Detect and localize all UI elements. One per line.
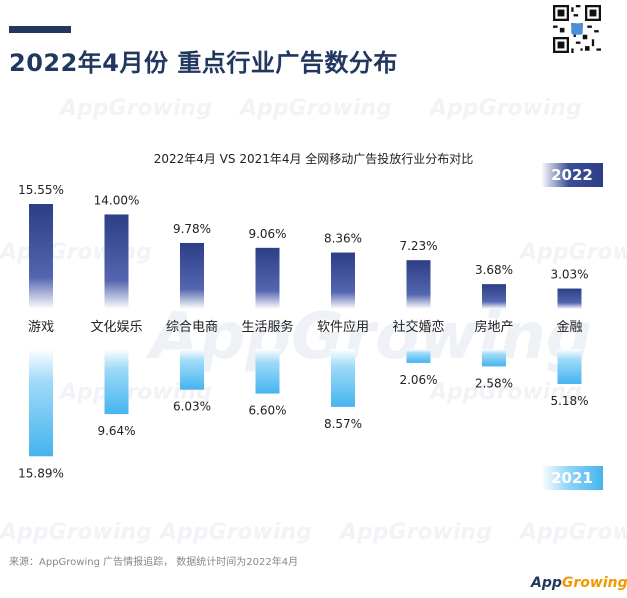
logo-accent: Growing xyxy=(561,575,627,591)
page-title: 2022年4月份 重点行业广告数分布 xyxy=(9,49,398,77)
label-2022-6: 3.68% xyxy=(475,263,513,277)
label-2022-3: 9.06% xyxy=(248,227,286,241)
bar-2022-1 xyxy=(104,214,129,309)
watermark: AppGrowing xyxy=(520,520,627,545)
legend-2022: 2022 xyxy=(541,163,603,187)
bar-2021-5 xyxy=(406,349,431,363)
chart-title: 2022年4月 VS 2021年4月 全网移动广告投放行业分布对比 xyxy=(153,152,474,166)
logo-main: App xyxy=(531,575,562,591)
bar-2022-7 xyxy=(557,288,582,309)
label-2021-1: 9.64% xyxy=(97,424,135,438)
bar-2022-0 xyxy=(29,204,53,309)
bar-2021-2 xyxy=(180,349,204,390)
label-2021-2: 6.03% xyxy=(173,400,211,414)
watermark: AppGrowing xyxy=(240,96,392,121)
watermark: AppGrowing xyxy=(430,96,582,121)
watermark: AppGrowing xyxy=(150,300,592,374)
label-2022-5: 7.23% xyxy=(399,239,437,253)
watermark: AppGrowing xyxy=(430,380,582,405)
title-accent-bar xyxy=(9,26,71,33)
label-2021-5: 2.06% xyxy=(399,373,437,387)
label-2021-6: 2.58% xyxy=(475,376,513,390)
category-label-1: 文化娱乐 xyxy=(90,320,142,335)
legend-2021: 2021 xyxy=(541,466,603,490)
label-2021-3: 6.60% xyxy=(248,404,286,418)
category-label-0: 游戏 xyxy=(28,320,54,335)
label-2021-0: 15.89% xyxy=(18,466,64,480)
source-note: 来源：AppGrowing 广告情报追踪， 数据统计时间为2022年4月 xyxy=(9,557,299,568)
label-2022-0: 15.55% xyxy=(18,183,64,197)
bar-2021-4 xyxy=(331,349,355,407)
watermark: AppGrowing xyxy=(340,520,492,545)
label-2022-2: 9.78% xyxy=(173,222,211,236)
category-label-2: 综合电商 xyxy=(166,320,218,335)
bar-2021-6 xyxy=(482,349,506,367)
watermark: AppGrowing xyxy=(520,240,627,265)
watermark: AppGrowing xyxy=(0,520,152,545)
category-label-4: 软件应用 xyxy=(317,319,369,335)
qr-code-icon xyxy=(553,5,601,53)
bar-2022-2 xyxy=(180,242,204,309)
label-2021-4: 8.57% xyxy=(324,417,362,431)
label-2021-7: 5.18% xyxy=(550,394,588,408)
label-2022-7: 3.03% xyxy=(550,268,588,282)
brand-logo: AppGrowing xyxy=(531,575,627,591)
category-label-5: 社交婚恋 xyxy=(392,319,444,335)
label-2022-4: 8.36% xyxy=(324,232,362,246)
bar-2021-7 xyxy=(557,349,582,384)
bar-2022-3 xyxy=(255,247,280,309)
category-label-6: 房地产 xyxy=(474,319,513,335)
bar-2022-4 xyxy=(331,252,355,309)
bar-2021-1 xyxy=(104,349,129,415)
category-label-7: 金融 xyxy=(556,319,582,335)
category-label-3: 生活服务 xyxy=(241,319,293,335)
watermark: AppGrowing xyxy=(160,520,312,545)
bar-2021-0 xyxy=(29,349,53,457)
bar-2022-6 xyxy=(482,284,506,309)
bar-2021-3 xyxy=(255,349,280,394)
label-2022-1: 14.00% xyxy=(94,193,140,207)
bar-2022-5 xyxy=(406,260,431,309)
watermark: AppGrowing xyxy=(60,96,212,121)
